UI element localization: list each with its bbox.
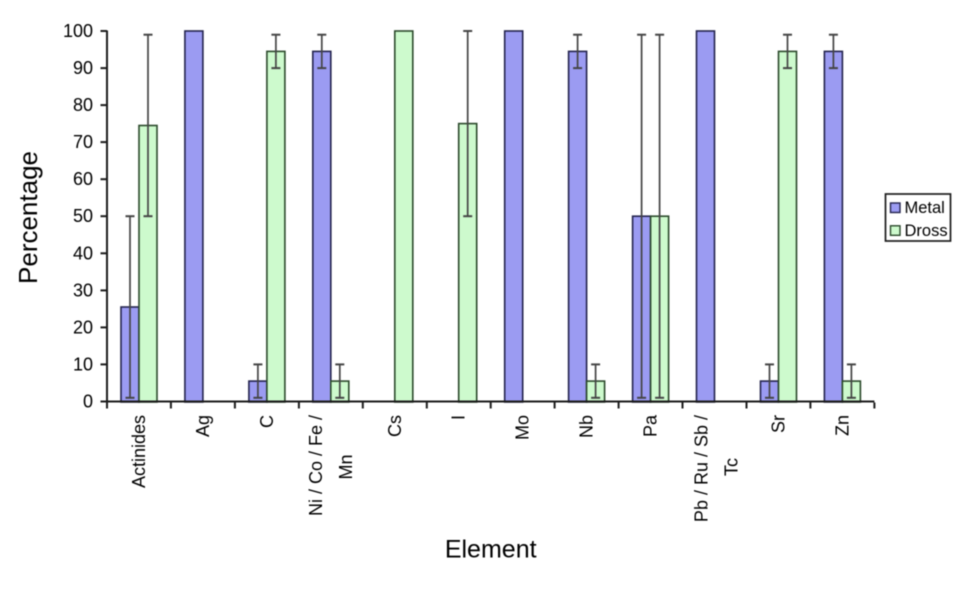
svg-text:Metal: Metal (905, 199, 945, 217)
svg-text:90: 90 (73, 58, 93, 78)
svg-text:Percentage: Percentage (13, 151, 43, 284)
svg-text:Pa: Pa (641, 414, 661, 437)
svg-text:10: 10 (73, 354, 93, 374)
svg-text:0: 0 (83, 392, 93, 412)
svg-text:Tc: Tc (722, 458, 742, 476)
svg-text:100: 100 (63, 21, 93, 41)
svg-text:Dross: Dross (905, 222, 948, 240)
svg-text:C: C (257, 415, 277, 428)
svg-text:70: 70 (73, 132, 93, 152)
svg-text:Ni / Co / Fe /: Ni / Co / Fe / (306, 415, 326, 516)
svg-text:Zn: Zn (832, 415, 852, 436)
svg-text:Actinides: Actinides (129, 415, 149, 488)
svg-text:Nb: Nb (577, 415, 597, 438)
svg-text:Element: Element (445, 536, 537, 564)
svg-text:20: 20 (73, 317, 93, 337)
svg-text:80: 80 (73, 95, 93, 115)
svg-text:Cs: Cs (385, 415, 405, 437)
svg-text:Mo: Mo (513, 415, 533, 440)
svg-text:60: 60 (73, 169, 93, 189)
svg-text:Mn: Mn (336, 454, 356, 479)
svg-text:40: 40 (73, 243, 93, 263)
svg-text:Pb / Ru / Sb /: Pb / Ru / Sb / (692, 415, 712, 522)
svg-text:30: 30 (73, 280, 93, 300)
svg-text:Sr: Sr (769, 415, 789, 433)
svg-text:50: 50 (73, 206, 93, 226)
svg-text:I: I (449, 415, 469, 420)
svg-text:Ag: Ag (193, 415, 213, 437)
